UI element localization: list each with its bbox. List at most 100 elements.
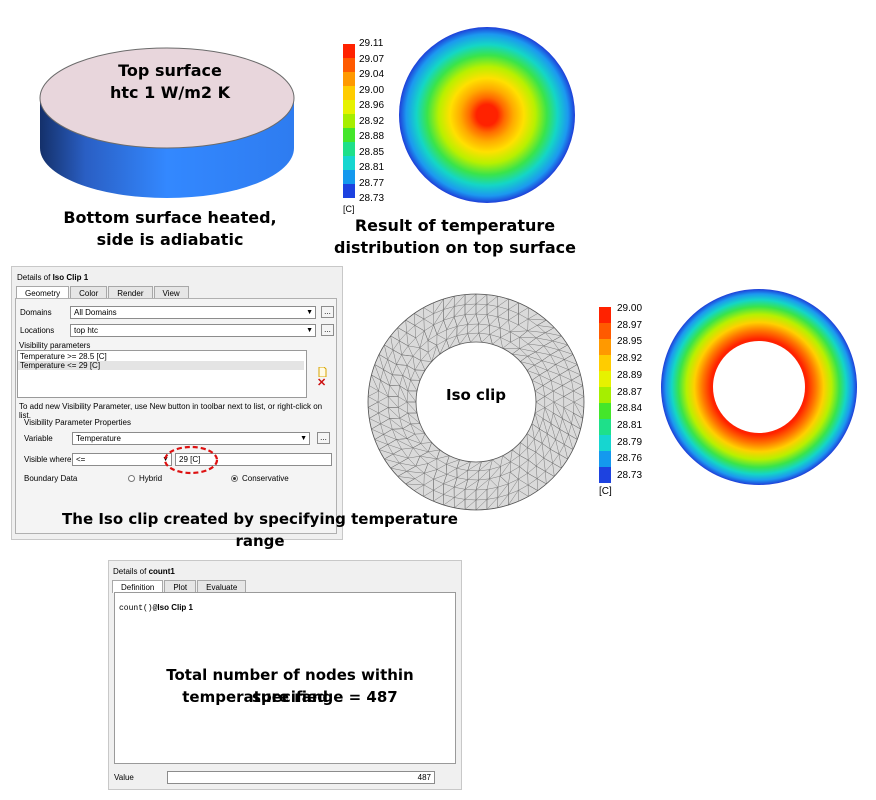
variable-label: Variable	[24, 434, 53, 443]
expression-function: count()@	[119, 604, 158, 613]
threshold-input[interactable]: 29 [C]	[175, 453, 332, 466]
panel-title: Details of Iso Clip 1	[17, 273, 88, 282]
domains-browse-button[interactable]: ...	[321, 306, 334, 318]
clip-colorbar-tick-label: 29.00	[617, 303, 643, 314]
visibility-params-label: Visibility parameters	[19, 341, 91, 350]
variable-select[interactable]: Temperature ▼	[72, 432, 310, 445]
top-colorbar-tick-label: 28.85	[359, 146, 385, 158]
domains-label: Domains	[20, 308, 52, 317]
radio-conservative-label: Conservative	[242, 474, 289, 483]
value-field: 487	[167, 771, 435, 784]
count-panel-title: Details of count1	[113, 567, 175, 576]
clip-colorbar-tick-label: 28.84	[617, 403, 643, 415]
operator-value: <=	[76, 455, 86, 464]
value-text: 487	[417, 773, 431, 782]
boundary-data-label: Boundary Data	[24, 474, 78, 483]
locations-select[interactable]: top htc ▼	[70, 324, 316, 337]
chevron-down-icon: ▼	[306, 327, 313, 334]
iso-clip-caption: The Iso clip created by specifying tempe…	[62, 510, 458, 550]
variable-browse-button[interactable]: ...	[317, 432, 330, 444]
tab-plot[interactable]: Plot	[164, 580, 197, 593]
tab-evaluate[interactable]: Evaluate	[197, 580, 247, 593]
top-colorbar-tick-label: 29.04	[359, 69, 385, 80]
clip-colorbar-tick-label: 28.92	[617, 353, 643, 365]
iso-clip-details-panel: Details of Iso Clip 1 Geometry Color Ren…	[11, 266, 343, 540]
clip-temperature-ring	[661, 289, 857, 485]
clip-colorbar	[599, 307, 611, 483]
top-colorbar-tick-label: 28.88	[359, 131, 385, 142]
panel-title-name: Iso Clip 1	[52, 273, 89, 282]
top-colorbar-tick-label: 28.92	[359, 115, 385, 127]
tab-color[interactable]: Color	[70, 286, 108, 299]
clip-colorbar-unit: [C]	[599, 486, 612, 497]
threshold-highlight-ellipse	[163, 445, 219, 475]
top-result-caption-2: distribution on top surface	[334, 238, 576, 257]
expression-text: count()@Iso Clip 1	[119, 603, 193, 613]
panel-title-prefix: Details of	[17, 273, 53, 282]
clip-colorbar-tick-label: 28.79	[617, 436, 643, 448]
operator-select[interactable]: <= ▼	[72, 453, 172, 466]
expression-editor[interactable]: count()@Iso Clip 1	[114, 592, 456, 764]
domains-value: All Domains	[74, 308, 117, 317]
top-colorbar-tick-label: 29.00	[359, 84, 385, 96]
value-label: Value	[114, 773, 134, 782]
radio-hybrid[interactable]	[128, 475, 135, 482]
count-details-panel: Details of count1 Definition Plot Evalua…	[108, 560, 462, 790]
count-panel-title-prefix: Details of	[113, 567, 149, 576]
visibility-params-list[interactable]: Temperature >= 28.5 [C] Temperature <= 2…	[17, 350, 307, 398]
count-tabs: Definition Plot Evaluate	[112, 580, 247, 593]
cylinder-caption-2: side is adiabatic	[96, 230, 244, 249]
cylinder-top-surface	[39, 47, 295, 149]
cylinder-figure	[39, 47, 295, 198]
top-surface-temperature-disc	[399, 27, 575, 203]
tab-render[interactable]: Render	[108, 286, 153, 299]
chevron-down-icon: ▼	[300, 435, 307, 442]
radio-hybrid-label: Hybrid	[139, 474, 163, 483]
cylinder-caption-1: Bottom surface heated,	[63, 208, 277, 227]
clip-colorbar-tick-label: 28.87	[617, 386, 643, 398]
chevron-down-icon: ▼	[162, 456, 169, 463]
count-panel-title-name: count1	[148, 567, 175, 576]
top-colorbar-unit: [C]	[343, 204, 355, 214]
clip-colorbar-tick-label: 28.97	[617, 319, 643, 331]
top-colorbar-tick-label: 29.07	[359, 53, 385, 65]
domains-select[interactable]: All Domains ▼	[70, 306, 316, 319]
top-result-caption-1: Result of temperature	[354, 216, 556, 235]
locations-label: Locations	[20, 326, 55, 335]
tab-definition[interactable]: Definition	[112, 580, 164, 593]
visibility-hint: To add new Visibility Parameter, use New…	[19, 402, 323, 420]
locations-value: top htc	[74, 326, 99, 335]
clip-colorbar-tick-label: 28.89	[617, 369, 643, 381]
visibility-parameter-properties-label: Visibility Parameter Properties	[24, 418, 132, 427]
iso-clip-mesh-label: Iso clip	[446, 386, 506, 404]
chevron-down-icon: ▼	[306, 309, 313, 316]
new-document-icon[interactable]	[318, 367, 327, 377]
top-colorbar-tick-label: 28.77	[359, 177, 385, 189]
list-item[interactable]: Temperature >= 28.5 [C]	[20, 352, 107, 361]
count-caption-1: Total number of nodes within specified	[166, 666, 414, 706]
top-colorbar-tick-label: 28.81	[359, 162, 385, 173]
expression-target: Iso Clip 1	[157, 603, 193, 612]
iso-clip-tab-content	[15, 298, 337, 534]
delete-icon[interactable]: ✕	[317, 377, 327, 389]
count-caption-2: temperature range = 487	[182, 688, 398, 706]
top-colorbar-tick-label: 29.11	[359, 38, 384, 49]
radio-conservative[interactable]	[231, 475, 238, 482]
clip-colorbar-tick-label: 28.76	[617, 453, 643, 465]
tab-geometry[interactable]: Geometry	[16, 286, 70, 299]
iso-clip-mesh	[367, 293, 585, 511]
threshold-value: 29 [C]	[179, 455, 201, 464]
top-colorbar	[343, 44, 355, 198]
tab-view[interactable]: View	[153, 286, 189, 299]
variable-value: Temperature	[76, 434, 121, 443]
visible-where-label: Visible where	[24, 455, 72, 464]
top-colorbar-tick-label: 28.96	[359, 100, 385, 111]
clip-colorbar-tick-label: 28.95	[617, 336, 643, 348]
iso-clip-tabs: Geometry Color Render View	[16, 286, 190, 299]
list-item[interactable]: Temperature <= 29 [C]	[18, 361, 304, 370]
cylinder-top-label-1: Top surface	[118, 61, 222, 80]
cylinder-top-label-2: htc 1 W/m2 K	[109, 83, 231, 102]
locations-browse-button[interactable]: ...	[321, 324, 334, 336]
clip-colorbar-tick-label: 28.81	[617, 419, 643, 431]
top-colorbar-tick-label: 28.73	[359, 193, 385, 204]
